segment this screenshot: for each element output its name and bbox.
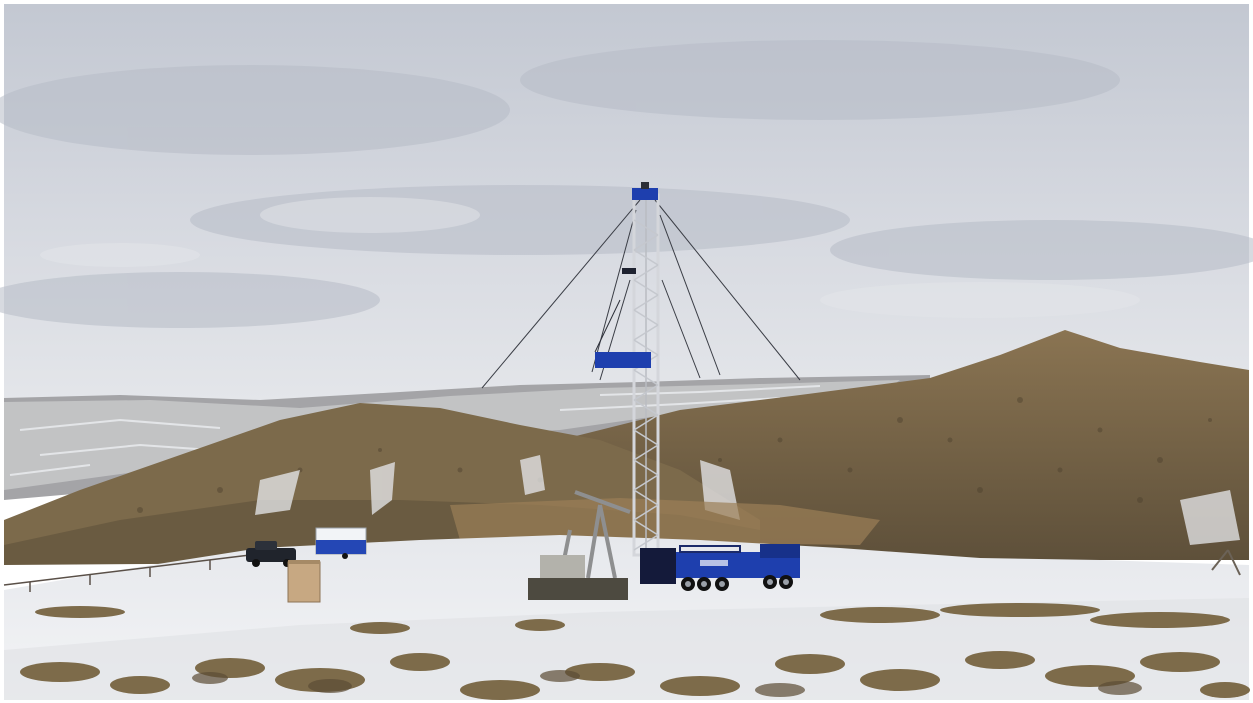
foreground-brush bbox=[20, 603, 1250, 700]
rig-mast bbox=[622, 182, 660, 557]
fence bbox=[3, 554, 251, 592]
shed bbox=[287, 560, 321, 603]
blue-trailer bbox=[315, 527, 367, 559]
rig-carrier-truck bbox=[640, 544, 800, 591]
racking-board bbox=[594, 299, 651, 368]
distant-equipment bbox=[1211, 549, 1241, 576]
